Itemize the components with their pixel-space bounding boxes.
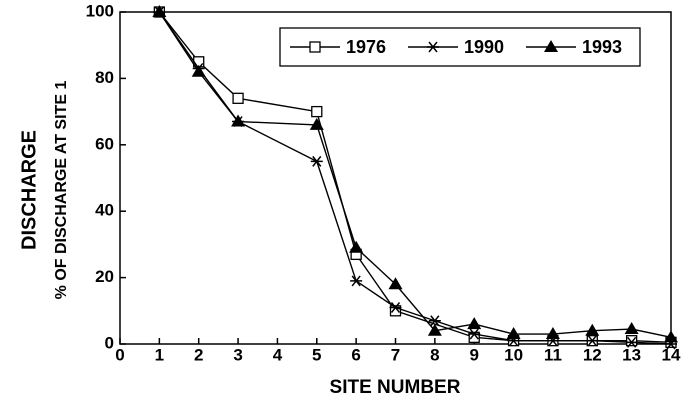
marker-square <box>311 105 323 118</box>
legend-label: 1990 <box>464 37 504 57</box>
marker-star <box>389 302 402 313</box>
y-tick-label: 60 <box>95 134 114 153</box>
marker-square <box>232 92 244 104</box>
marker-square <box>468 331 480 344</box>
marker-square <box>389 305 402 317</box>
x-tick-label: 5 <box>312 345 321 364</box>
marker-triangle <box>664 330 678 343</box>
marker-star <box>428 315 441 327</box>
marker-star <box>468 328 481 340</box>
marker-triangle <box>388 277 403 290</box>
marker-triangle <box>624 322 639 335</box>
legend-label: 1993 <box>582 37 622 57</box>
marker-square <box>625 335 638 347</box>
x-tick-label: 7 <box>391 345 400 364</box>
y-axis-label: DISCHARGE <box>18 130 40 250</box>
x-tick-label: 10 <box>504 345 523 364</box>
marker-triangle <box>191 64 206 77</box>
marker-triangle <box>585 323 600 336</box>
legend-marker <box>309 41 321 53</box>
marker-triangle <box>231 114 246 127</box>
x-tick-label: 8 <box>430 345 439 364</box>
x-tick-label: 6 <box>351 345 360 364</box>
y-tick-label: 80 <box>95 68 114 87</box>
legend-marker <box>427 41 439 53</box>
legend-label: 1976 <box>346 37 386 57</box>
marker-star <box>625 336 638 348</box>
x-tick-label: 14 <box>662 345 681 364</box>
x-axis-label: SITE NUMBER <box>330 377 461 398</box>
marker-triangle <box>506 327 521 340</box>
y-axis-label-sub: % OF DISCHARGE AT SITE 1 <box>53 81 70 300</box>
x-tick-label: 3 <box>233 345 242 364</box>
x-tick-label: 4 <box>273 345 283 364</box>
marker-star <box>350 275 363 287</box>
marker-triangle <box>427 323 442 336</box>
marker-triangle <box>467 317 482 330</box>
marker-triangle <box>309 117 324 130</box>
y-tick-label: 40 <box>95 201 114 220</box>
marker-triangle <box>152 5 167 17</box>
x-tick-label: 0 <box>115 345 124 364</box>
marker-star <box>310 155 323 167</box>
x-tick-label: 1 <box>155 345 164 364</box>
x-tick-label: 2 <box>194 345 203 364</box>
legend-marker <box>544 40 558 52</box>
x-tick-label: 9 <box>469 345 478 364</box>
y-tick-label: 100 <box>86 1 114 20</box>
x-tick-label: 13 <box>622 345 641 364</box>
x-tick-label: 12 <box>583 345 602 364</box>
y-tick-label: 0 <box>105 333 114 352</box>
y-tick-label: 20 <box>95 267 114 286</box>
x-tick-label: 11 <box>544 345 562 364</box>
marker-triangle <box>349 240 364 253</box>
marker-triangle <box>545 327 560 340</box>
marker-star <box>586 335 599 347</box>
